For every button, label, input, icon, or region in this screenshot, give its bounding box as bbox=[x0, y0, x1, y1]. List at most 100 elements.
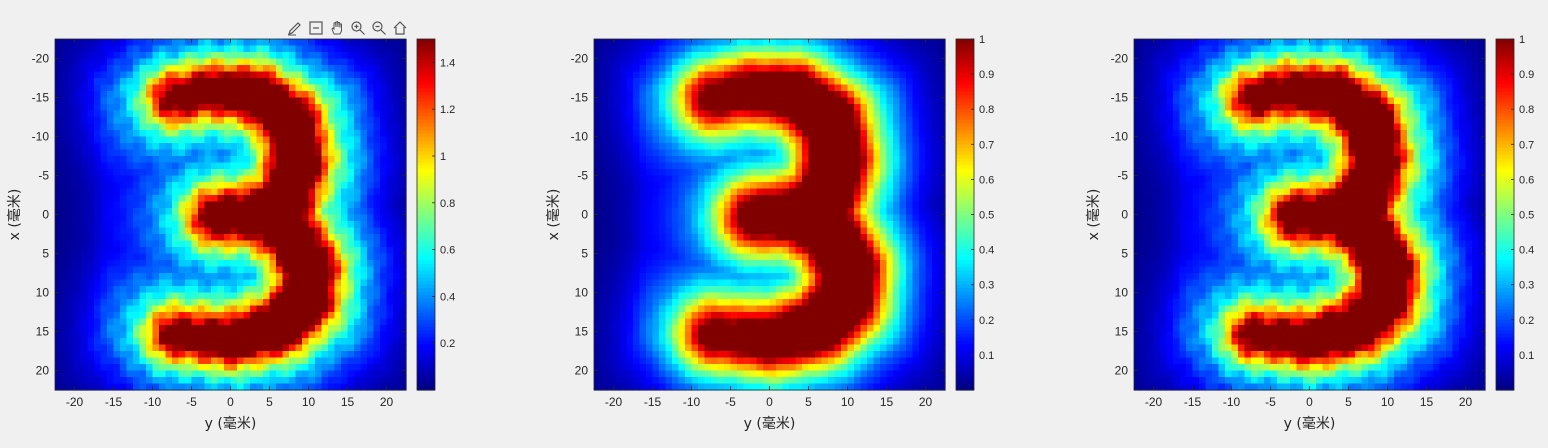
heatmap-cell bbox=[302, 318, 310, 326]
heatmap-cell bbox=[321, 65, 329, 73]
heatmap-cell bbox=[243, 247, 251, 255]
heatmap-cell bbox=[328, 117, 336, 125]
heatmap-cell bbox=[354, 221, 362, 229]
heatmap-cell bbox=[600, 208, 608, 216]
heatmap-cell bbox=[665, 110, 673, 118]
heatmap-cell bbox=[198, 286, 206, 294]
heatmap-cell bbox=[204, 45, 212, 53]
heatmap-cell bbox=[717, 39, 725, 47]
heatmap-cell bbox=[789, 234, 797, 242]
heatmap-cell bbox=[756, 370, 764, 378]
heatmap-cell bbox=[204, 104, 212, 112]
heatmap-cell bbox=[639, 117, 647, 125]
heatmap-cell bbox=[74, 45, 82, 53]
heatmap-cell bbox=[159, 188, 167, 196]
heatmap-cell bbox=[100, 266, 108, 274]
heatmap-cell bbox=[750, 325, 758, 333]
heatmap-cell bbox=[600, 84, 608, 92]
heatmap-cell bbox=[665, 273, 673, 281]
heatmap-cell bbox=[341, 286, 349, 294]
heatmap-cell bbox=[646, 78, 654, 86]
heatmap-cell bbox=[607, 91, 615, 99]
colorbar-swatch bbox=[417, 354, 435, 360]
heatmap-cell bbox=[237, 104, 245, 112]
heatmap-cell bbox=[685, 65, 693, 73]
heatmap-cell bbox=[204, 58, 212, 66]
datatip-icon[interactable] bbox=[306, 19, 325, 38]
heatmap-cell bbox=[81, 201, 89, 209]
heatmap-cell bbox=[782, 338, 790, 346]
zoom-in-icon[interactable] bbox=[348, 19, 367, 38]
heatmap-cell bbox=[730, 149, 738, 157]
heatmap-cell bbox=[224, 240, 232, 248]
heatmap-cell bbox=[393, 169, 401, 177]
heatmap-cell bbox=[172, 266, 180, 274]
heatmap-cell bbox=[211, 110, 219, 118]
heatmap-cell bbox=[321, 45, 329, 53]
heatmap-cell bbox=[224, 325, 232, 333]
heatmap-cell bbox=[743, 286, 751, 294]
heatmap-cell bbox=[743, 182, 751, 190]
heatmap-cell bbox=[646, 273, 654, 281]
heatmap-cell bbox=[607, 318, 615, 326]
heatmap-cell bbox=[737, 130, 745, 138]
heatmap-cell bbox=[711, 266, 719, 274]
heatmap-cell bbox=[282, 117, 290, 125]
heatmap-cell bbox=[698, 149, 706, 157]
heatmap-cell bbox=[334, 169, 342, 177]
heatmap-cell bbox=[217, 312, 225, 320]
heatmap-cell bbox=[321, 234, 329, 242]
heatmap-cell bbox=[217, 351, 225, 359]
heatmap-cell bbox=[328, 130, 336, 138]
heatmap-cell bbox=[360, 305, 368, 313]
heatmap-cell bbox=[776, 182, 784, 190]
heatmap-cell bbox=[600, 104, 608, 112]
heatmap-cell bbox=[315, 188, 323, 196]
heatmap-cell bbox=[691, 227, 699, 235]
heatmap-cell bbox=[126, 234, 134, 242]
heatmap-cell bbox=[198, 182, 206, 190]
heatmap-cell bbox=[698, 227, 706, 235]
heatmap-cell bbox=[328, 357, 336, 365]
heatmap-cell bbox=[178, 208, 186, 216]
heatmap-cell bbox=[633, 65, 641, 73]
home-icon[interactable] bbox=[390, 19, 409, 38]
heatmap-cell bbox=[276, 325, 284, 333]
heatmap-cell bbox=[133, 370, 141, 378]
heatmap-cell bbox=[308, 325, 316, 333]
heatmap-cell bbox=[243, 201, 251, 209]
heatmap-cell bbox=[302, 279, 310, 287]
heatmap-cell bbox=[613, 338, 621, 346]
heatmap-cell bbox=[613, 169, 621, 177]
heatmap-cell bbox=[328, 123, 336, 131]
zoom-out-icon[interactable] bbox=[369, 19, 388, 38]
heatmap-cell bbox=[263, 143, 271, 151]
heatmap-cell bbox=[217, 364, 225, 372]
heatmap-cell bbox=[55, 357, 63, 365]
heatmap-cell bbox=[126, 370, 134, 378]
heatmap-cell bbox=[269, 240, 277, 248]
heatmap-cell bbox=[665, 325, 673, 333]
heatmap-cell bbox=[126, 253, 134, 261]
heatmap-cell bbox=[133, 351, 141, 359]
heatmap-cell bbox=[756, 377, 764, 385]
heatmap-cell bbox=[68, 169, 76, 177]
heatmap-cell bbox=[399, 266, 407, 274]
heatmap-cell bbox=[730, 91, 738, 99]
heatmap-cell bbox=[204, 253, 212, 261]
heatmap-cell bbox=[613, 136, 621, 144]
heatmap-cell bbox=[230, 305, 238, 313]
heatmap-cell bbox=[74, 357, 82, 365]
pan-hand-icon[interactable] bbox=[327, 19, 346, 38]
heatmap-cell bbox=[289, 286, 297, 294]
heatmap-cell bbox=[328, 156, 336, 164]
brush-icon[interactable] bbox=[285, 19, 304, 38]
heatmap-cell bbox=[321, 344, 329, 352]
heatmap-cell bbox=[334, 240, 342, 248]
heatmap-cell bbox=[250, 201, 258, 209]
heatmap-cell bbox=[120, 84, 128, 92]
heatmap-cell bbox=[94, 357, 102, 365]
heatmap-cell bbox=[698, 91, 706, 99]
heatmap-cell bbox=[185, 188, 193, 196]
heatmap-cell bbox=[198, 91, 206, 99]
